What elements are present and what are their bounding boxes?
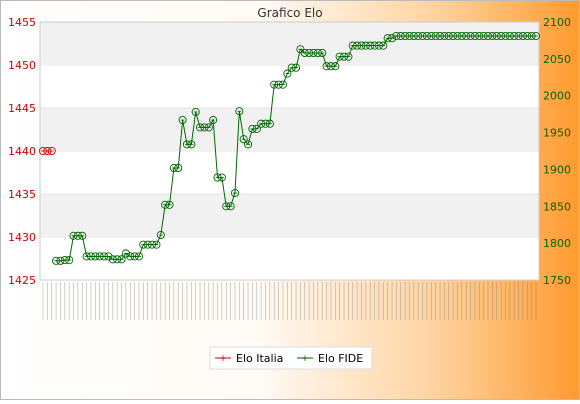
data-point (531, 31, 541, 41)
data-point (217, 173, 226, 182)
grid-band (40, 108, 539, 151)
data-point (47, 146, 56, 156)
series-layer (38, 31, 541, 265)
data-point (56, 256, 65, 265)
data-point (134, 252, 144, 261)
y-right-tick-label: 1850 (543, 200, 571, 213)
y-left-tick-label: 1450 (8, 59, 36, 72)
y-right-tick-label: 2100 (543, 16, 571, 29)
series-elo-fide (52, 31, 541, 265)
data-point (204, 123, 213, 132)
y-right-tick-label: 1800 (543, 237, 571, 250)
legend-item-elo-fide: + Elo FIDE (297, 352, 363, 365)
legend-item-elo-italia: + Elo Italia (215, 352, 283, 365)
data-point (291, 63, 301, 72)
data-point (235, 107, 244, 116)
legend-marker-elo-italia: + (219, 354, 227, 364)
y-left-tick-label: 1440 (8, 145, 36, 158)
data-point (318, 48, 327, 58)
y-right-tick-label: 1750 (543, 274, 571, 287)
legend-label-elo-italia: Elo Italia (236, 352, 283, 365)
data-point (283, 69, 292, 78)
data-point (191, 107, 200, 116)
grid-band (40, 194, 539, 237)
data-point (226, 202, 235, 211)
data-point (121, 249, 130, 258)
data-point (152, 240, 161, 249)
data-point (265, 119, 274, 128)
plot-frame (39, 21, 540, 281)
y-left-tick-label: 1425 (8, 274, 36, 287)
grid-bands (39, 21, 540, 281)
y-left-tick-label: 1455 (8, 16, 36, 29)
legend-marker-elo-fide: + (301, 354, 309, 364)
y-right-tick-label: 2050 (543, 53, 571, 66)
y-left-tick-label: 1430 (8, 231, 36, 244)
data-point (239, 135, 248, 144)
data-point (65, 256, 74, 265)
data-point (379, 41, 388, 50)
y-right-tick-label: 1950 (543, 127, 571, 140)
data-point (331, 62, 340, 71)
y-axis-right: 1750 1800 1850 1900 1950 2000 2050 2100 (543, 16, 571, 287)
data-point (187, 140, 196, 149)
series-elo-italia (38, 146, 56, 156)
y-right-tick-label: 2000 (543, 90, 571, 103)
data-point (344, 52, 353, 61)
data-point (209, 115, 218, 125)
data-point (78, 231, 87, 240)
data-point (278, 80, 288, 89)
legend: + Elo Italia + Elo FIDE (209, 346, 373, 370)
chart-title: Grafico Elo (257, 6, 322, 20)
y-right-tick-label: 1900 (543, 163, 571, 176)
data-point (178, 115, 187, 125)
x-axis (42, 282, 537, 320)
grid-band (40, 22, 539, 65)
data-point (104, 252, 113, 261)
data-point (174, 163, 183, 173)
y-left-tick-label: 1435 (8, 188, 36, 201)
y-left-tick-label: 1445 (8, 102, 36, 115)
legend-label-elo-fide: Elo FIDE (318, 352, 363, 365)
y-axis-left: 1425 1430 1435 1440 1445 1450 1455 (8, 16, 36, 287)
data-point (117, 255, 126, 264)
data-point (165, 200, 174, 209)
data-point (244, 140, 253, 149)
legend-box (209, 346, 373, 370)
data-point (230, 188, 240, 198)
data-point (156, 230, 165, 240)
data-point (252, 124, 261, 133)
data-point (387, 34, 397, 43)
